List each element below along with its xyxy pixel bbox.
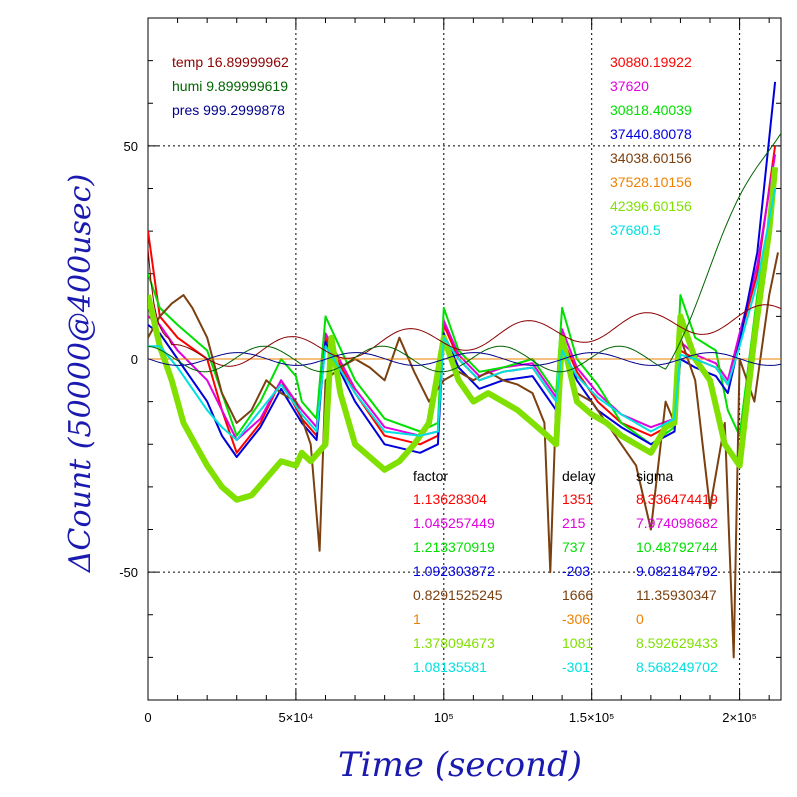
axis-ticks: 0 5×10⁴ 10⁵ 1.5×10⁵ 2×10⁵ 50 0 -50 bbox=[119, 18, 781, 725]
base-legend-entry: 34038.60156 bbox=[610, 150, 692, 166]
table-cell-factor: 0.8291525245 bbox=[413, 587, 503, 603]
x-tick-label: 5×10⁴ bbox=[278, 710, 313, 725]
y-tick-label: -50 bbox=[119, 565, 138, 580]
table-cell-factor: 1 bbox=[413, 611, 421, 627]
table-cell-sigma: 7.974098682 bbox=[636, 515, 718, 531]
table-cell-delay: 1666 bbox=[562, 587, 593, 603]
table-cell-delay: -203 bbox=[562, 563, 590, 579]
base-legend-entry: 37680.5 bbox=[610, 222, 661, 238]
base-legend-entry: 30880.19922 bbox=[610, 54, 692, 70]
env-legend-entry: humi 9.899999619 bbox=[172, 78, 288, 94]
base-legend-entry: 37620 bbox=[610, 78, 649, 94]
table-cell-factor: 1.378094673 bbox=[413, 635, 495, 651]
base-legend-entry: 42396.60156 bbox=[610, 198, 692, 214]
x-tick-label: 0 bbox=[144, 710, 151, 725]
env-legend-entry: temp 16.89999962 bbox=[172, 54, 289, 70]
table-cell-sigma: 8.336474419 bbox=[636, 491, 718, 507]
base-value-legend: 30880.19922 37620 30818.40039 37440.80078 34… bbox=[610, 54, 692, 238]
table-header-delay: delay bbox=[562, 468, 595, 484]
table-cell-sigma: 0 bbox=[636, 611, 644, 627]
table-cell-sigma: 11.35930347 bbox=[636, 587, 717, 603]
table-cell-sigma: 9.082184792 bbox=[636, 563, 718, 579]
env-line-2 bbox=[148, 133, 781, 373]
table-cell-delay: -306 bbox=[562, 611, 590, 627]
x-tick-label: 2×10⁵ bbox=[722, 710, 757, 725]
y-tick-label: 0 bbox=[131, 352, 138, 367]
env-legend: temp 16.89999962 humi 9.899999619 pres 999… bbox=[172, 54, 289, 118]
series-line-3 bbox=[148, 188, 777, 446]
stats-table: factor delay sigma 1.13628304 1351 8.33647441… bbox=[413, 468, 718, 675]
table-cell-delay: -301 bbox=[562, 659, 590, 675]
series-layer bbox=[148, 81, 781, 659]
table-cell-factor: 1.092303872 bbox=[413, 563, 495, 579]
table-header-factor: factor bbox=[413, 468, 448, 484]
table-cell-delay: 215 bbox=[562, 515, 586, 531]
table-cell-delay: 737 bbox=[562, 539, 586, 555]
table-cell-sigma: 8.568249702 bbox=[636, 659, 718, 675]
table-cell-factor: 1.045257449 bbox=[413, 515, 495, 531]
env-line-1 bbox=[148, 248, 781, 367]
env-line-3 bbox=[148, 352, 781, 366]
table-cell-factor: 1.13628304 bbox=[413, 491, 487, 507]
table-cell-delay: 1081 bbox=[562, 635, 593, 651]
x-axis-title: Time (second) bbox=[338, 745, 582, 785]
y-tick-label: 50 bbox=[124, 139, 138, 154]
env-legend-entry: pres 999.2999878 bbox=[172, 102, 285, 118]
x-tick-label: 1.5×10⁵ bbox=[569, 710, 615, 725]
table-cell-delay: 1351 bbox=[562, 491, 593, 507]
base-legend-entry: 37528.10156 bbox=[610, 174, 692, 190]
series-line-7 bbox=[148, 166, 779, 503]
table-cell-factor: 1.213370919 bbox=[413, 539, 495, 555]
base-legend-entry: 30818.40039 bbox=[610, 102, 692, 118]
base-legend-entry: 37440.80078 bbox=[610, 126, 692, 142]
env-series-layer bbox=[148, 133, 781, 373]
series-line-2 bbox=[148, 154, 777, 441]
table-header-sigma: sigma bbox=[636, 468, 674, 484]
table-cell-sigma: 10.48792744 bbox=[636, 539, 718, 555]
table-cell-factor: 1.08135581 bbox=[413, 659, 487, 675]
y-axis-title: ΔCount (50000@400usec) bbox=[63, 174, 98, 573]
x-tick-label: 10⁵ bbox=[434, 710, 454, 725]
table-cell-sigma: 8.592629433 bbox=[636, 635, 718, 651]
